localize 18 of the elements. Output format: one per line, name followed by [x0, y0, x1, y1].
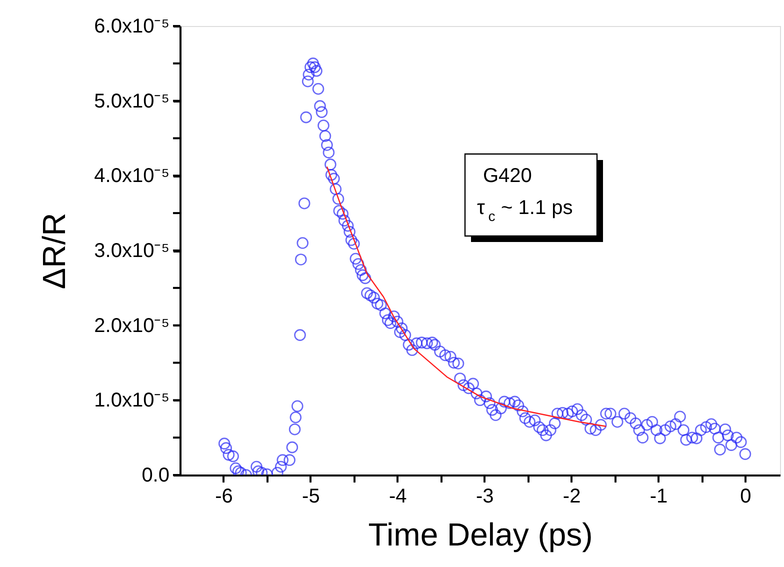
x-axis-title: Time Delay (ps) [368, 516, 593, 552]
y-tick-label: 6.0x10⁻⁵ [94, 16, 170, 38]
y-tick-label: 4.0x10⁻⁵ [94, 165, 170, 188]
x-tick-label: -4 [388, 486, 407, 508]
x-tick-label: -6 [215, 486, 233, 508]
y-axis-title: ΔR/R [36, 212, 72, 290]
x-tick-label: -2 [562, 486, 581, 508]
y-tick-label: 1.0x10⁻⁵ [94, 390, 170, 412]
line-series [326, 166, 607, 427]
x-tick-label: 0 [740, 486, 752, 508]
y-tick-label: 2.0x10⁻⁵ [94, 314, 170, 337]
y-tick-label: 0.0 [142, 464, 170, 486]
y-tick-label: 3.0x10⁻⁵ [94, 240, 170, 262]
x-tick-label: -1 [650, 486, 668, 508]
y-tick-label: 5.0x10⁻⁵ [94, 90, 170, 112]
x-tick-label: -3 [476, 486, 494, 508]
x-tick-label: -5 [302, 486, 320, 508]
annotation: G420 [483, 165, 532, 187]
